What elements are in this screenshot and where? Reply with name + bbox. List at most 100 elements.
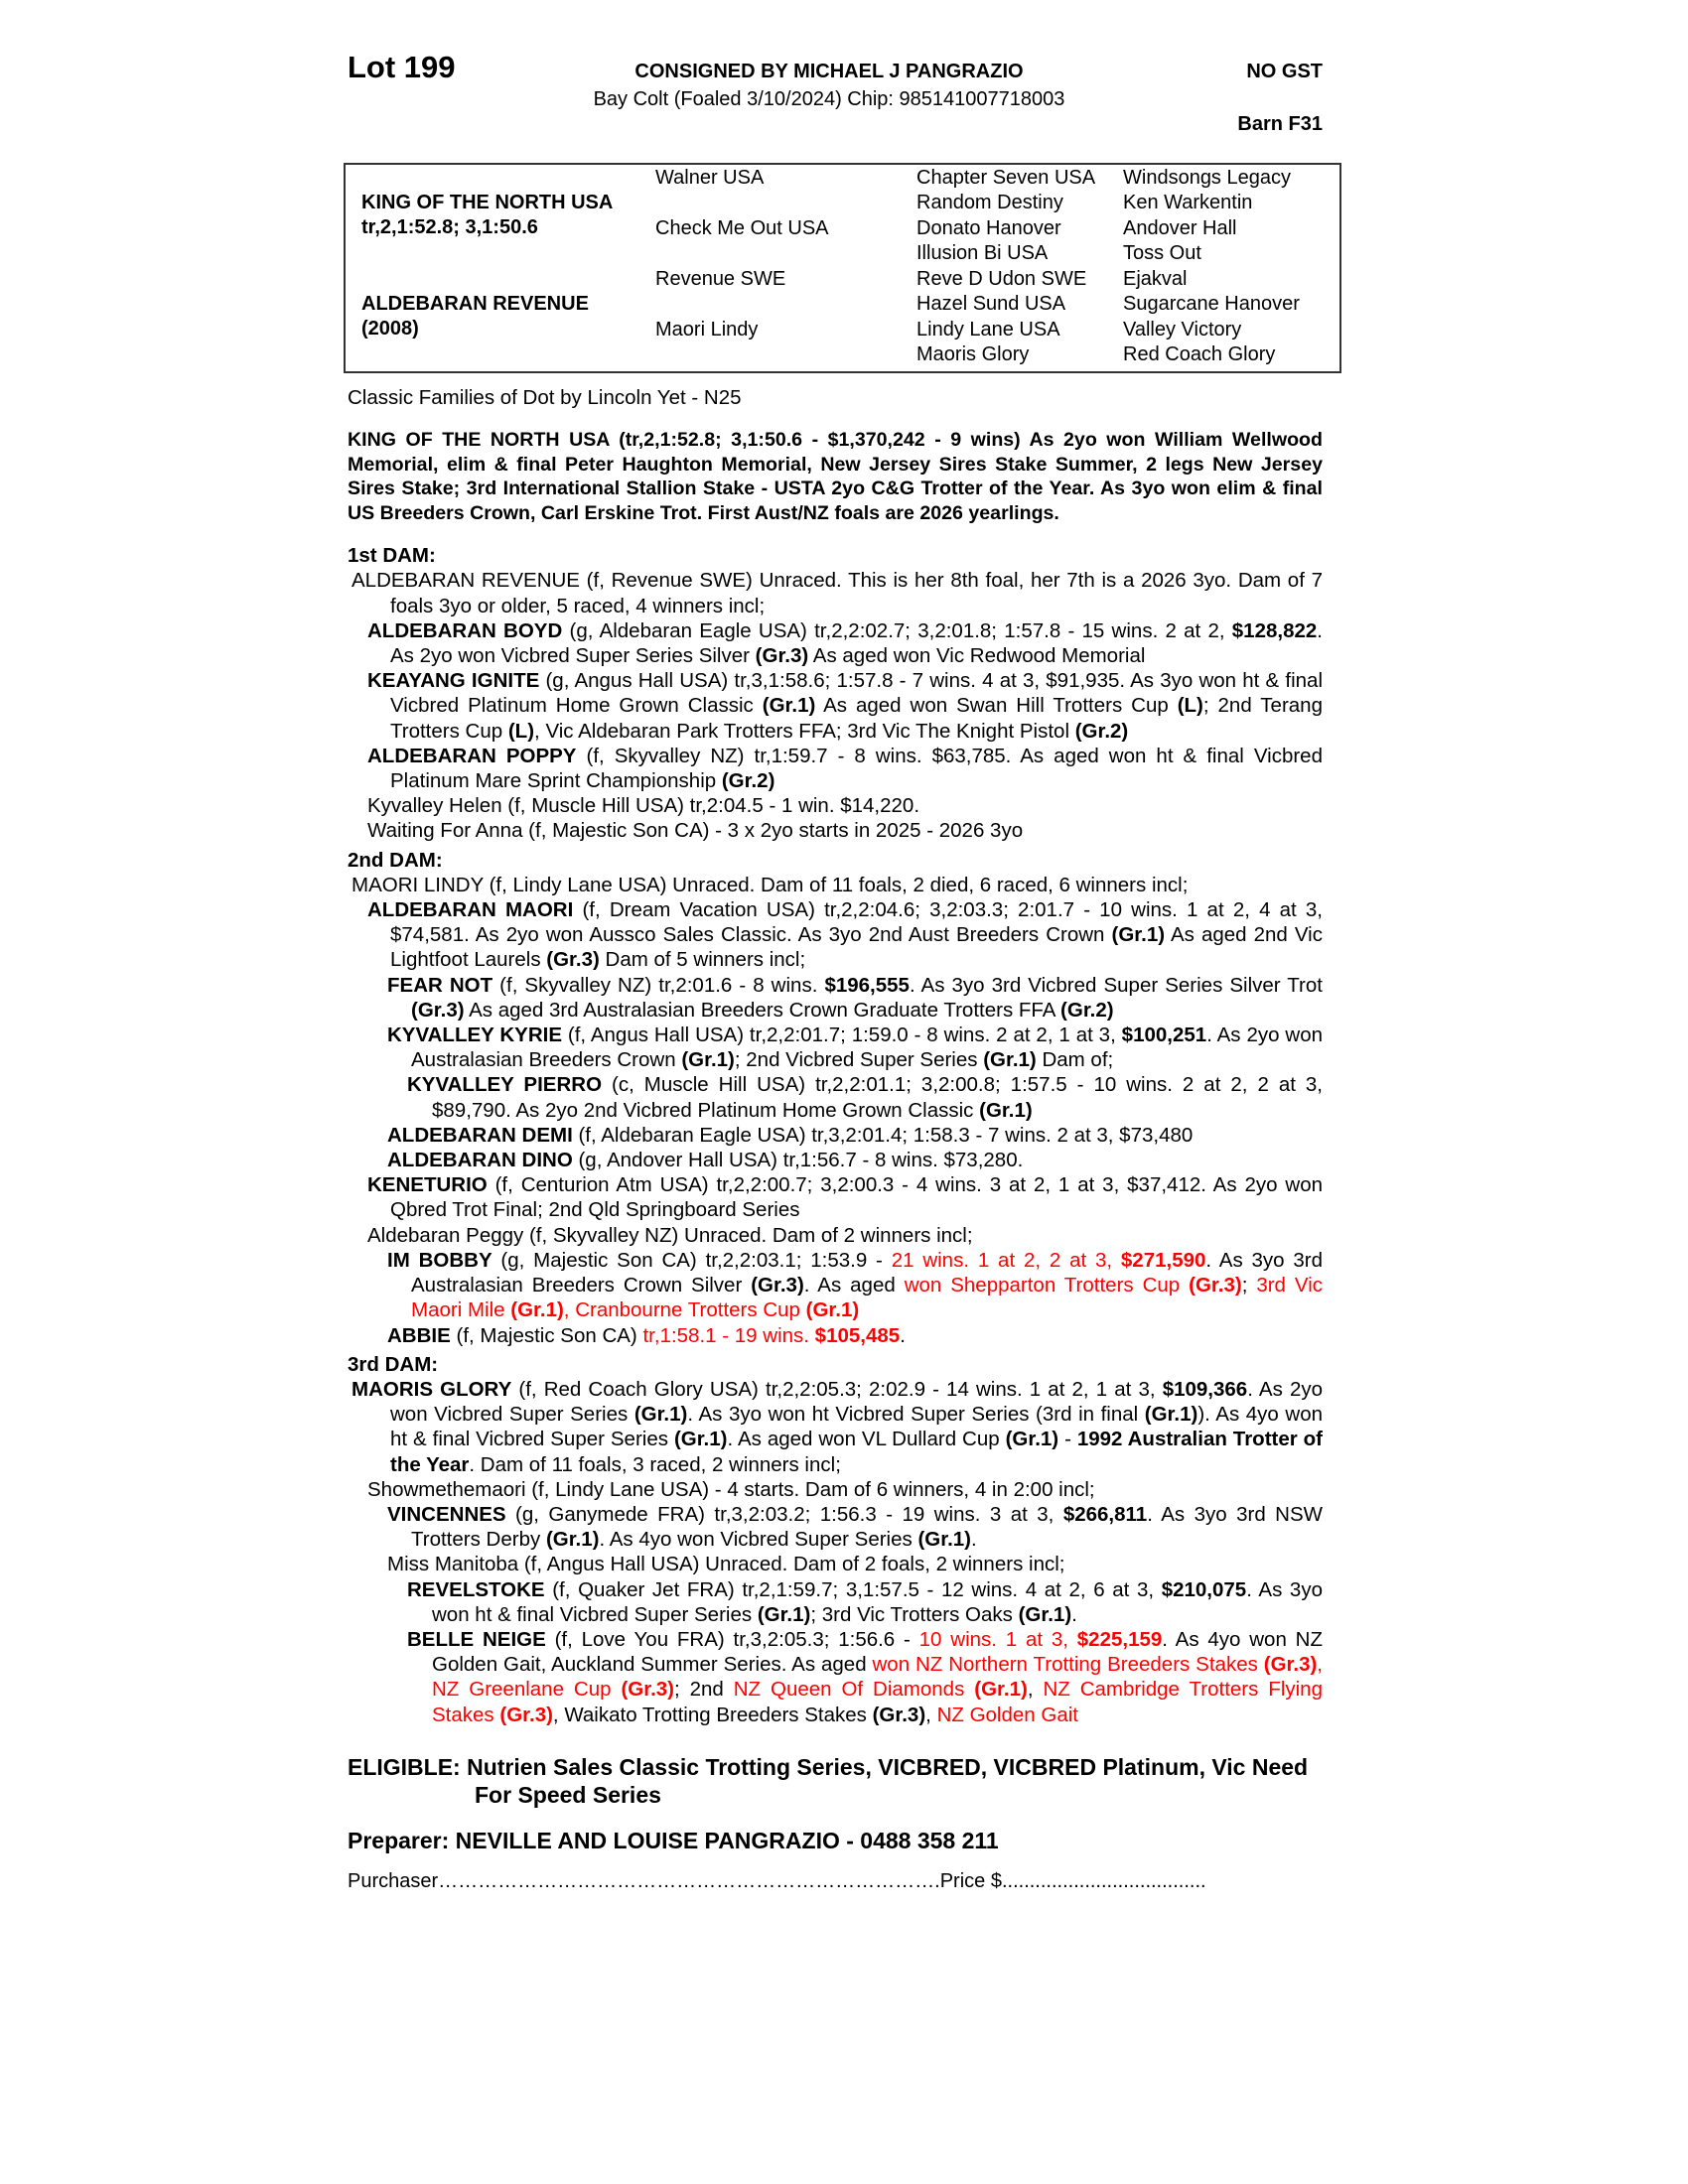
bold-text: ALDEBARAN POPPY xyxy=(367,744,577,767)
entry-text: (g, Angus Hall USA) tr,3,1:58.6; 1:57.8 … xyxy=(390,669,1324,718)
entry-text: , NZ Greenlane Cup xyxy=(432,1653,1323,1702)
entry-text: Dam of; xyxy=(1036,1048,1114,1072)
lot-number: Lot 199 xyxy=(348,50,456,84)
entry-text: . As 2yo won Vicbred Super Series xyxy=(390,1377,1323,1427)
sire-summary: KING OF THE NORTH USA (tr,2,1:52.8; 3,1:… xyxy=(348,429,1323,524)
bold-text: (Gr.2) xyxy=(721,769,775,793)
catalogue-body: Classic Families of Dot by Lincoln Yet -… xyxy=(348,385,1323,1894)
pedigree-entry: ABBIE (f, Majestic Son CA) tr,1:58.1 - 1… xyxy=(348,1323,1323,1348)
bold-text: REVELSTOKE xyxy=(407,1577,545,1601)
entry-text: Kyvalley Helen (f, Muscle Hill USA) tr,2… xyxy=(367,794,920,818)
pedigree-entry: KENETURIO (f, Centurion Atm USA) tr,2,2:… xyxy=(348,1172,1323,1222)
entry-text: . xyxy=(900,1323,906,1347)
pedigree-entry: MAORIS GLORY (f, Red Coach Glory USA) tr… xyxy=(348,1377,1323,1477)
gen3-cell: Donato Hanover xyxy=(916,217,1061,239)
bold-text: (Gr.1) xyxy=(983,1048,1037,1072)
bold-text: KEAYANG IGNITE xyxy=(367,669,540,693)
entry-text: - xyxy=(1058,1428,1077,1451)
bold-text: ALDEBARAN DEMI xyxy=(387,1123,573,1147)
pedigree-entry: ALDEBARAN REVENUE (f, Revenue SWE) Unrac… xyxy=(348,568,1323,617)
dam-heading: 3rd DAM: xyxy=(348,1352,439,1376)
bold-text: (Gr.1) xyxy=(673,1428,728,1451)
entry-text: . As 3yo 3rd NSW Trotters Derby xyxy=(411,1502,1323,1552)
bold-text: ALDEBARAN BOYD xyxy=(367,618,563,642)
entry-text: 3rd Vic Maori Mile xyxy=(411,1274,1323,1322)
entry-text: . As aged won VL Dullard Cup xyxy=(727,1428,1006,1451)
pedigree-entry: KYVALLEY PIERRO (c, Muscle Hill USA) tr,… xyxy=(348,1072,1323,1122)
entry-text: Waiting For Anna (f, Majestic Son CA) - … xyxy=(367,819,1024,843)
bold-text: (Gr.3) xyxy=(1189,1274,1242,1297)
gst-status: NO GST xyxy=(1246,61,1323,82)
family-line: Classic Families of Dot by Lincoln Yet -… xyxy=(348,386,742,409)
entry-text: (f, Aldebaran Eagle USA) tr,3,2:01.4; 1:… xyxy=(572,1123,1194,1147)
pedigree-table: KING OF THE NORTH USA tr,2,1:52.8; 3,1:5… xyxy=(344,163,1341,373)
gen4-cell: Valley Victory xyxy=(1123,319,1242,341)
gen4-cell: Windsongs Legacy xyxy=(1123,167,1291,189)
pedigree-entry: ALDEBARAN BOYD (g, Aldebaran Eagle USA) … xyxy=(348,618,1323,668)
eligibility: ELIGIBLE: Nutrien Sales Classic Trotting… xyxy=(348,1753,1309,1808)
entry-text: tr,1:58.1 - 19 wins. xyxy=(642,1323,815,1347)
entry-text: . As 2yo won Australasian Breeders Crown xyxy=(411,1024,1323,1072)
bold-text: $225,159 xyxy=(1076,1627,1163,1651)
entry-text: , xyxy=(1027,1678,1044,1702)
entry-text: ; xyxy=(1241,1274,1257,1297)
entry-text: (f, Quaker Jet FRA) tr,2,1:59.7; 3,1:57.… xyxy=(544,1577,1162,1601)
bold-text: $210,075 xyxy=(1161,1577,1247,1601)
bold-text: $196,555 xyxy=(824,973,910,997)
entry-text: . As 3yo won ht Vicbred Super Series (3r… xyxy=(687,1403,1145,1427)
bold-text: (Gr.1) xyxy=(1018,1602,1072,1626)
pedigree-entry: ALDEBARAN MAORI (f, Dream Vacation USA) … xyxy=(348,897,1323,973)
bold-text: (L) xyxy=(507,719,535,743)
bold-text: (Gr.2) xyxy=(1060,998,1114,1022)
bold-text: (Gr.2) xyxy=(1074,719,1129,743)
bold-text: 1992 Australian Trotter of the Year xyxy=(390,1428,1324,1476)
bold-text: ALDEBARAN MAORI xyxy=(367,898,574,922)
bold-text: IM BOBBY xyxy=(387,1248,492,1272)
entry-text: , Cranbourne Trotters Cup xyxy=(563,1298,806,1322)
bold-text: ABBIE xyxy=(387,1323,451,1347)
dam-year: (2008) xyxy=(361,318,419,340)
bold-text: (Gr.1) xyxy=(1111,923,1166,947)
entry-text: . As 4yo won NZ Golden Gait, Auckland Su… xyxy=(432,1627,1323,1677)
bold-text: (Gr.1) xyxy=(633,1403,688,1427)
pedigree-entry: FEAR NOT (f, Skyvalley NZ) tr,2:01.6 - 8… xyxy=(348,973,1323,1023)
entry-text: (g, Ganymede FRA) tr,3,2:03.2; 1:56.3 - … xyxy=(505,1502,1063,1526)
bold-text: (Gr.1) xyxy=(510,1298,564,1322)
pedigree-entry: Aldebaran Peggy (f, Skyvalley NZ) Unrace… xyxy=(348,1223,1323,1248)
bold-text: (Gr.1) xyxy=(545,1528,600,1552)
sire-record: tr,2,1:52.8; 3,1:50.6 xyxy=(361,216,538,238)
entry-text: won Shepparton Trotters Cup xyxy=(904,1274,1190,1297)
bold-text: (L) xyxy=(1177,694,1203,718)
entry-text: NZ Queen Of Diamonds xyxy=(733,1678,975,1702)
gen3-cell: Illusion Bi USA xyxy=(916,242,1049,264)
gen4-cell: Red Coach Glory xyxy=(1123,343,1276,365)
entry-text: , Waikato Trotting Breeders Stakes xyxy=(552,1703,873,1726)
entry-text: As aged 2nd Vic Lightfoot Laurels xyxy=(390,923,1323,972)
entry-text: . As 3yo won ht & final Vicbred Super Se… xyxy=(432,1577,1323,1626)
entry-text: (f, Red Coach Glory USA) tr,2,2:05.3; 2:… xyxy=(511,1377,1163,1401)
gen4-cell: Ken Warkentin xyxy=(1123,192,1253,213)
entry-text: . xyxy=(971,1528,977,1552)
entry-text: (f, Dream Vacation USA) tr,2,2:04.6; 3,2… xyxy=(390,898,1323,947)
bold-text: BELLE NEIGE xyxy=(407,1627,546,1651)
entry-text: . As 3yo 3rd Vicbred Super Series Silver… xyxy=(909,973,1323,997)
pedigree-entry: KYVALLEY KYRIE (f, Angus Hall USA) tr,2,… xyxy=(348,1023,1323,1072)
entry-text: . As aged xyxy=(803,1274,905,1297)
entry-text: . As 2yo won Vicbred Super Series Silver xyxy=(390,618,1323,668)
gen4-cell: Sugarcane Hanover xyxy=(1123,293,1300,315)
bold-text: $271,590 xyxy=(1120,1248,1206,1272)
pedigree-entry: Kyvalley Helen (f, Muscle Hill USA) tr,2… xyxy=(348,793,1323,818)
entry-text: 21 wins. 1 at 2, 2 at 3, xyxy=(891,1248,1121,1272)
gen3-cell: Lindy Lane USA xyxy=(916,319,1060,341)
entry-text: won NZ Northern Trotting Breeders Stakes xyxy=(872,1653,1264,1677)
horse-description: Bay Colt (Foaled 3/10/2024) Chip: 985141… xyxy=(593,88,1065,110)
gen3-cell: Chapter Seven USA xyxy=(916,167,1096,189)
gen3-cell: Maoris Glory xyxy=(916,343,1030,365)
gen3-cell: Reve D Udon SWE xyxy=(916,268,1087,290)
bold-text: KENETURIO xyxy=(367,1173,488,1197)
pedigree-entry: Showmethemaori (f, Lindy Lane USA) - 4 s… xyxy=(348,1477,1323,1502)
gen4-cell: Ejakval xyxy=(1123,268,1188,290)
purchaser-line: Purchaser………………………………………………………………….Price… xyxy=(348,1869,1323,1894)
bold-text: (Gr.1) xyxy=(979,1098,1033,1122)
bold-text: (Gr.3) xyxy=(755,644,809,668)
